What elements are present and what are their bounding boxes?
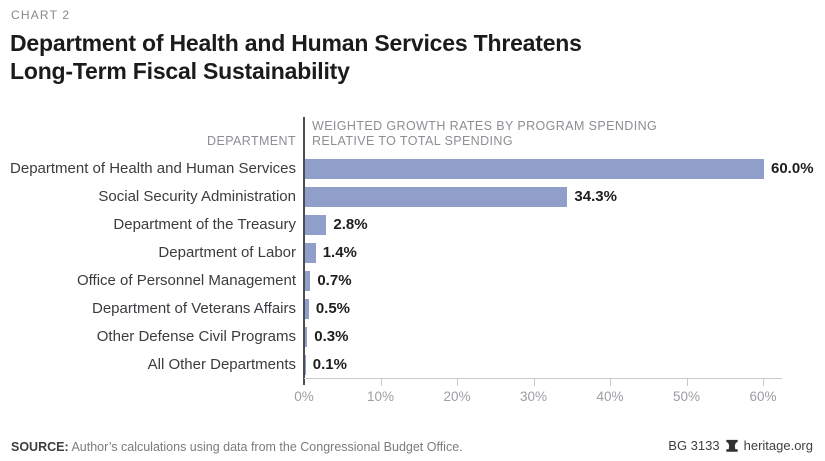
x-axis-tick — [457, 378, 458, 386]
brand-domain: heritage.org — [743, 438, 813, 453]
x-axis-tick — [610, 378, 611, 386]
category-label: Department of the Treasury — [113, 216, 296, 233]
value-label: 0.3% — [314, 328, 349, 345]
x-axis-tick — [380, 378, 382, 386]
value-label: 0.5% — [315, 300, 351, 317]
source-text: Author’s calculations using data from th… — [68, 440, 463, 454]
bar — [305, 243, 316, 263]
category-label: Department of Health and Human Services — [10, 160, 296, 177]
column-header-growth-rates: WEIGHTED GROWTH RATES BY PROGRAM SPENDIN… — [312, 119, 680, 148]
chart-title-line1: Department of Health and Human Services … — [10, 30, 582, 56]
source-label: SOURCE: — [11, 440, 69, 454]
chart-title-line2: Long-Term Fiscal Sustainability — [10, 58, 350, 84]
x-axis-tick-label: 60% — [749, 389, 777, 404]
plot-header-line2: RELATIVE TO TOTAL SPENDING — [312, 133, 513, 148]
x-axis-tick-label: 10% — [366, 389, 395, 404]
bar — [305, 215, 327, 235]
column-header-department: DEPARTMENT — [207, 134, 296, 148]
value-label: 2.8% — [333, 216, 368, 233]
x-axis-tick — [763, 378, 764, 386]
category-label: Social Security Administration — [98, 188, 296, 205]
report-id: BG 3133 — [668, 438, 720, 453]
x-axis-tick — [686, 378, 688, 386]
category-label: Department of Labor — [158, 244, 296, 261]
x-axis-tick-label: 30% — [519, 389, 548, 404]
category-label: Department of Veterans Affairs — [91, 300, 296, 317]
category-label: Other Defense Civil Programs — [96, 328, 296, 345]
category-label: Office of Personnel Management — [76, 272, 296, 289]
value-label: 34.3% — [574, 188, 617, 205]
value-label: 0.1% — [312, 356, 347, 373]
bar — [305, 299, 309, 319]
x-axis-tick — [533, 378, 535, 386]
x-axis-tick-label: 0% — [294, 389, 314, 404]
bar — [305, 271, 311, 291]
bar — [305, 187, 568, 207]
bar — [305, 355, 306, 375]
y-axis-line — [303, 117, 305, 385]
x-axis-tick-label: 40% — [596, 389, 624, 404]
category-label: All Other Departments — [147, 356, 296, 373]
value-label: 0.7% — [317, 272, 352, 289]
x-axis-line — [304, 378, 782, 379]
value-label: 60.0% — [771, 160, 814, 177]
x-axis-tick-label: 50% — [672, 389, 701, 404]
chart-title: Department of Health and Human Services … — [10, 29, 582, 85]
x-axis-tick-label: 20% — [443, 389, 471, 404]
bar — [305, 159, 764, 179]
liberty-bell-icon — [725, 439, 739, 453]
value-label: 1.4% — [322, 244, 357, 261]
plot-header-line1: WEIGHTED GROWTH RATES BY PROGRAM SPENDIN… — [312, 119, 658, 133]
source-note: SOURCE: Author’s calculations using data… — [11, 440, 463, 454]
footer-brand: BG 3133 heritage.org — [668, 438, 813, 453]
bar — [305, 327, 308, 347]
chart-number: CHART 2 — [11, 8, 71, 22]
